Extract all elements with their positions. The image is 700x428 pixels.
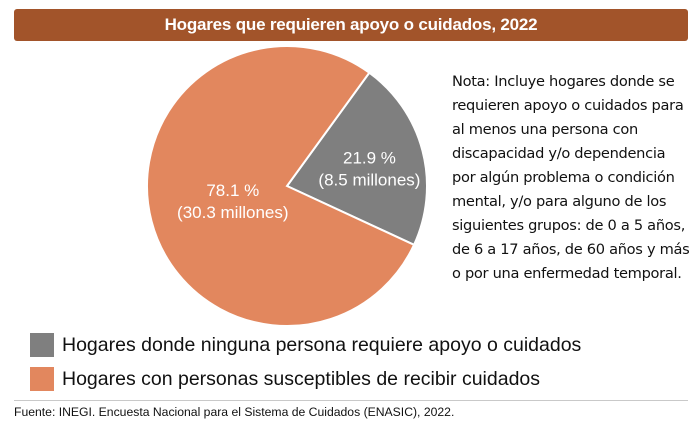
slice-label-abs-1: (30.3 millones) xyxy=(177,203,289,222)
slice-label-pct-1: 78.1 % xyxy=(206,181,259,200)
pie-slice-1 xyxy=(146,45,416,327)
source-divider xyxy=(14,400,688,401)
chart-note: Nota: Incluye hogares donde se requieren… xyxy=(452,73,690,282)
slice-label-abs-0: (8.5 millones) xyxy=(318,171,420,190)
legend-swatch-gray xyxy=(30,333,54,357)
chart-title: Hogares que requieren apoyo o cuidados, … xyxy=(164,15,538,34)
chart-legend: Hogares donde ninguna persona requiere a… xyxy=(30,328,581,396)
legend-label-none: Hogares donde ninguna persona requiere a… xyxy=(62,333,582,356)
legend-swatch-orange xyxy=(30,367,54,391)
legend-item-none: Hogares donde ninguna persona requiere a… xyxy=(30,328,581,362)
legend-item-care: Hogares con personas susceptibles de rec… xyxy=(30,362,581,396)
legend-label-care: Hogares con personas susceptibles de rec… xyxy=(62,367,541,390)
slice-label-pct-0: 21.9 % xyxy=(343,149,396,168)
source-text: Fuente: INEGI. Encuesta Nacional para el… xyxy=(14,405,455,419)
chart-title-bar: Hogares que requieren apoyo o cuidados, … xyxy=(14,9,688,41)
